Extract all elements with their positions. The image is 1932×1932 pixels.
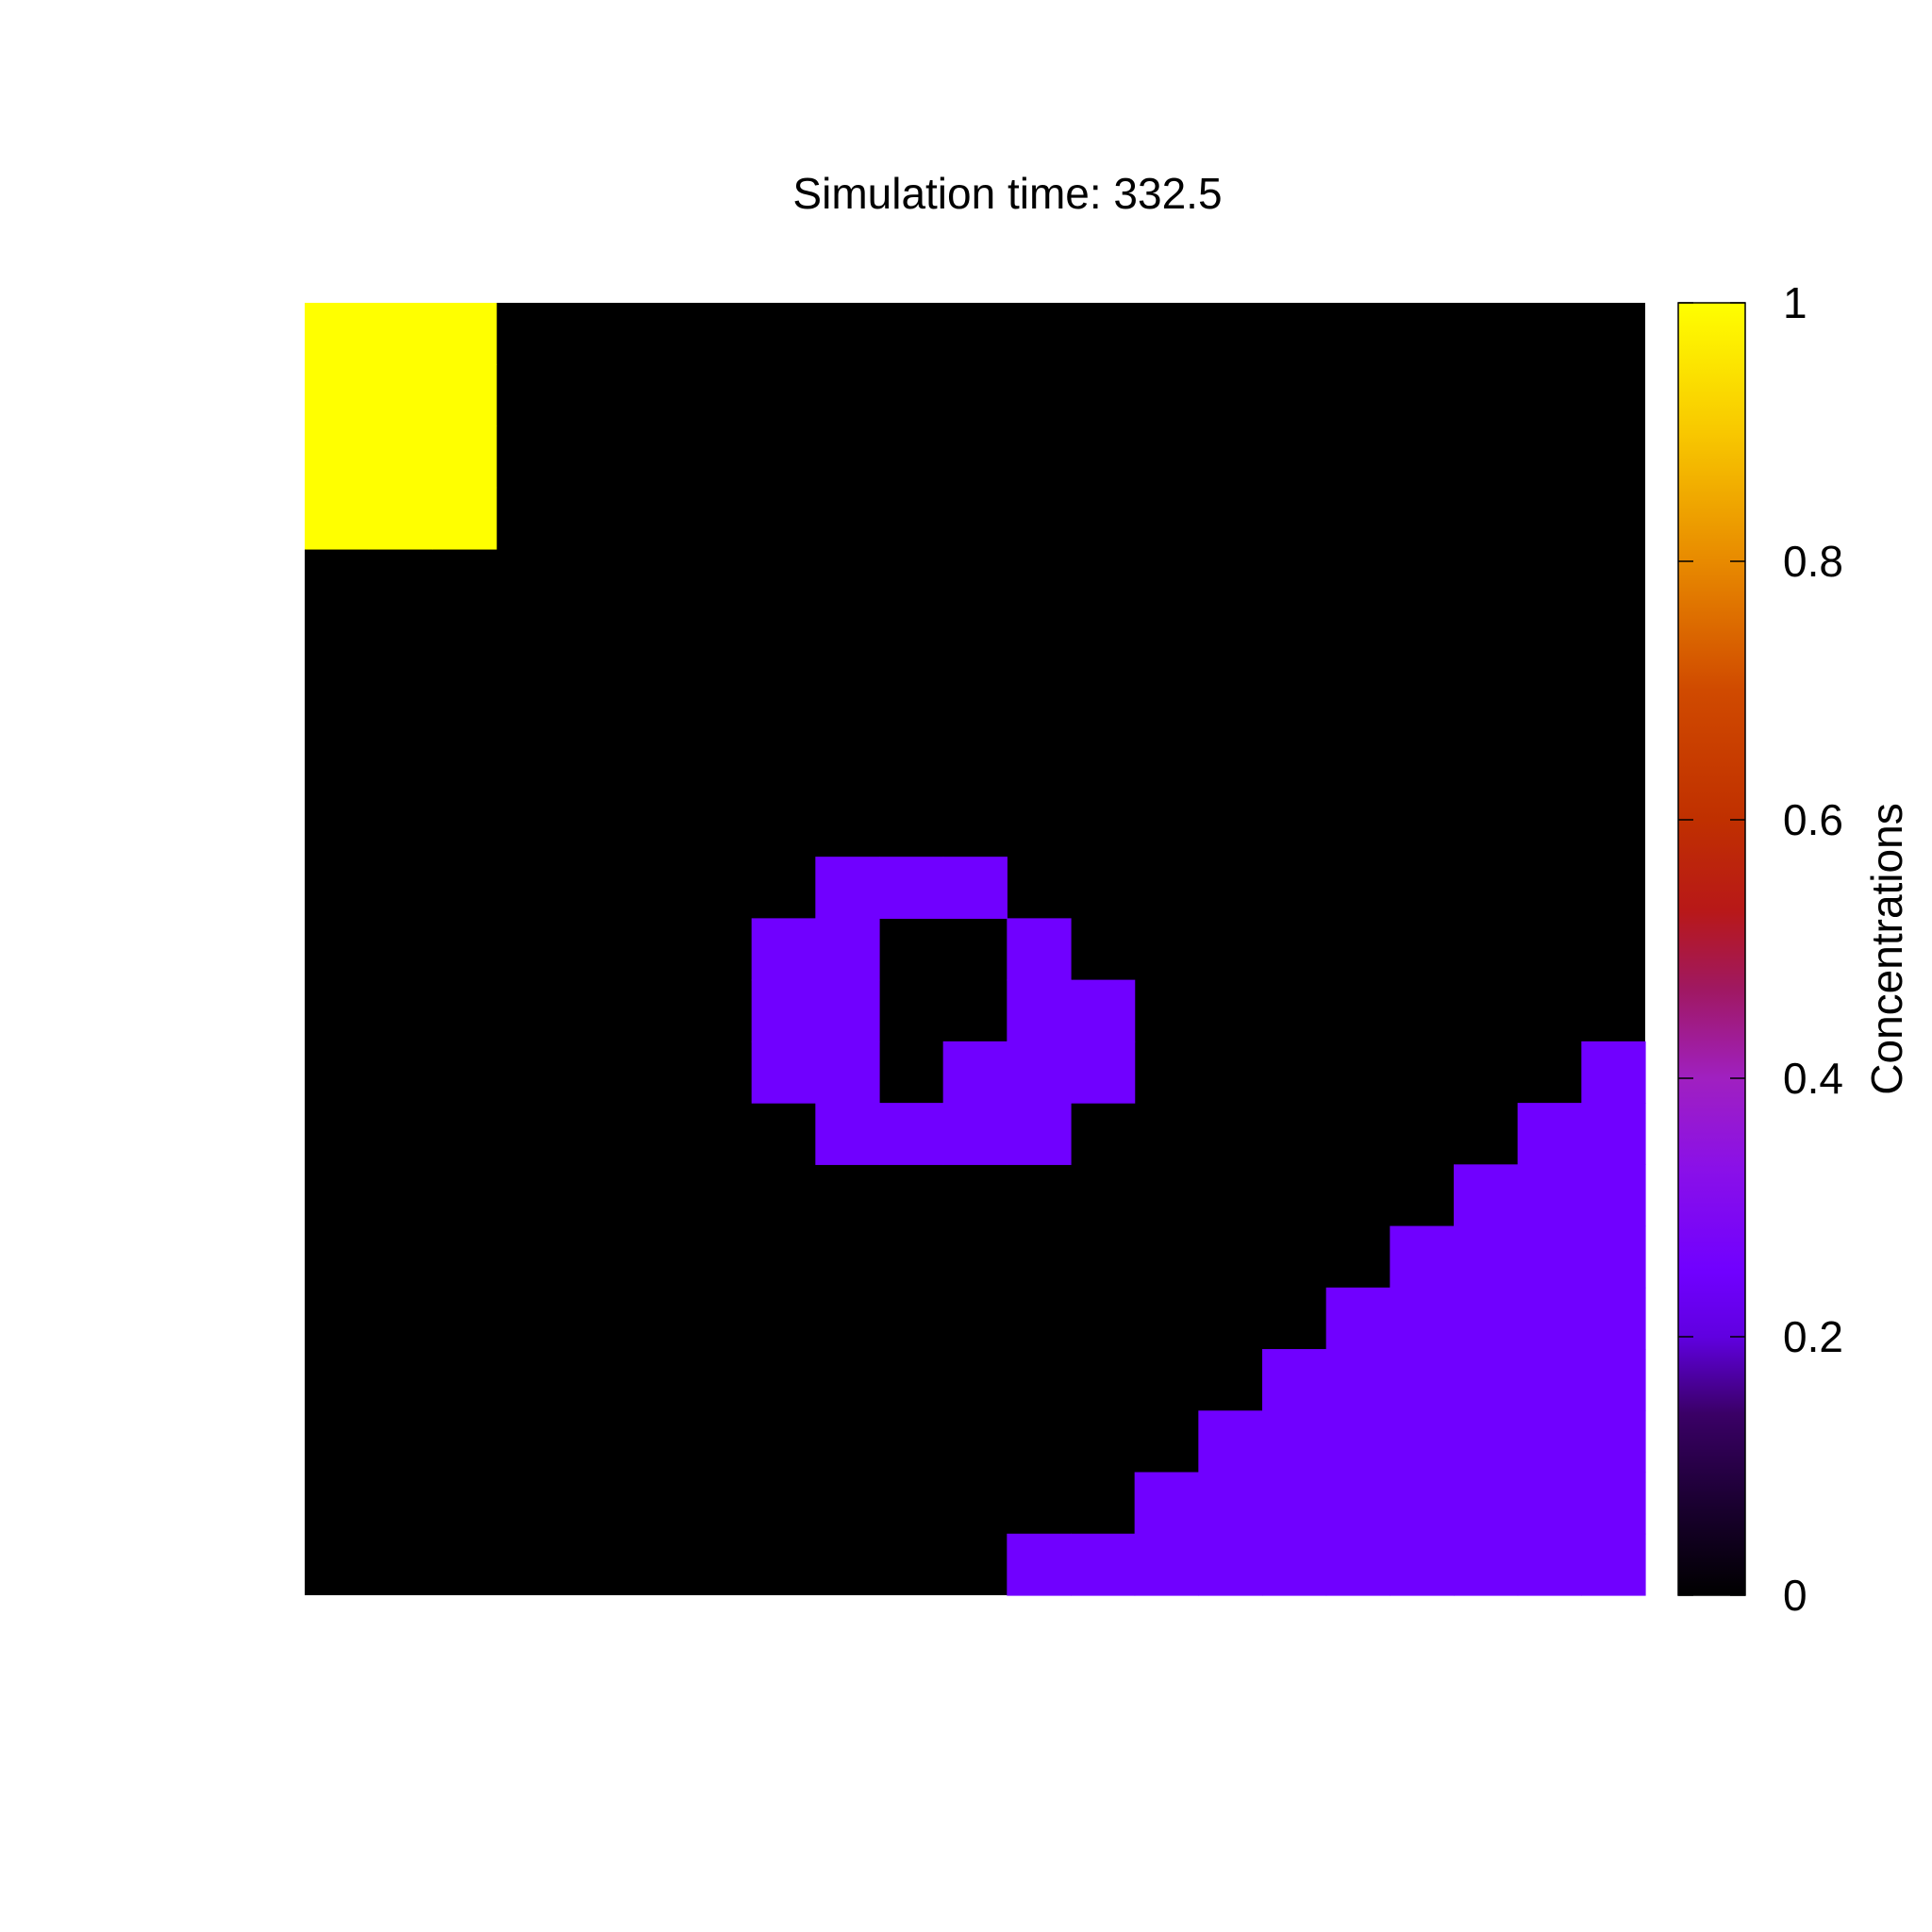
heatmap-cell-lower-right-wedge [1517, 1472, 1582, 1535]
heatmap-cell-lower-right-wedge [1581, 1103, 1646, 1165]
heatmap-cell-lower-right-wedge [1262, 1410, 1327, 1474]
heatmap-cell-lower-right-wedge [1517, 1103, 1582, 1165]
heatmap-cell-lower-right-wedge [1262, 1472, 1327, 1535]
heatmap-cell-lower-right-wedge [1581, 1225, 1646, 1289]
heatmap-cell-lower-right-wedge [1390, 1287, 1455, 1350]
heatmap-cell-yellow-block [432, 303, 497, 365]
heatmap-cells [305, 303, 1646, 1596]
heatmap-cell-lower-right-wedge [1325, 1287, 1391, 1350]
heatmap-cell-ring [1007, 1103, 1072, 1165]
heatmap-cell-lower-right-wedge [1390, 1225, 1455, 1289]
colorbar-tick-label: 0 [1783, 1571, 1807, 1620]
heatmap-cell-ring [815, 1041, 880, 1104]
heatmap-cell-lower-right-wedge [1517, 1533, 1582, 1596]
colorbar-tick-label: 0.2 [1783, 1312, 1843, 1361]
heatmap-cell-lower-right-wedge [1390, 1410, 1455, 1474]
heatmap-cell-lower-right-wedge [1390, 1349, 1455, 1411]
heatmap-cell-yellow-block [432, 364, 497, 427]
heatmap-cell-ring [942, 857, 1008, 919]
heatmap-cell-lower-right-wedge [1517, 1410, 1582, 1474]
heatmap-cell-yellow-block [368, 303, 433, 365]
heatmap-cell-ring [1007, 979, 1072, 1042]
heatmap-cell-lower-right-wedge [1325, 1349, 1391, 1411]
colorbar-tick-label: 0.6 [1783, 795, 1843, 844]
heatmap-cell-ring [815, 857, 880, 919]
colorbar-tick-label: 0.4 [1783, 1054, 1843, 1103]
heatmap-cell-lower-right-wedge [1134, 1472, 1199, 1535]
heatmap-cell-lower-right-wedge [1325, 1472, 1391, 1535]
heatmap-cell-yellow-block [368, 364, 433, 427]
heatmap-cell-lower-right-wedge [1581, 1287, 1646, 1350]
heatmap-cell-lower-right-wedge [1325, 1410, 1391, 1474]
heatmap-cell-lower-right-wedge [1581, 1041, 1646, 1104]
heatmap-cell-lower-right-wedge [1262, 1349, 1327, 1411]
heatmap-cell-ring [815, 979, 880, 1042]
heatmap-cell-lower-right-wedge [1517, 1164, 1582, 1227]
heatmap-cell-ring [942, 1041, 1008, 1104]
colorbar-tick-label: 0.8 [1783, 537, 1843, 586]
colorbar-tick-label: 1 [1783, 278, 1807, 327]
heatmap-cell-lower-right-wedge [1134, 1533, 1199, 1596]
heatmap-cell-lower-right-wedge [1454, 1349, 1519, 1411]
heatmap-cell-lower-right-wedge [1390, 1472, 1455, 1535]
heatmap-cell-lower-right-wedge [1007, 1533, 1072, 1596]
heatmap-cell-yellow-block [305, 364, 370, 427]
heatmap-plot-area [305, 303, 1646, 1596]
heatmap-cell-ring [751, 1041, 816, 1104]
heatmap-cell-lower-right-wedge [1454, 1225, 1519, 1289]
heatmap-cell-lower-right-wedge [1198, 1472, 1263, 1535]
heatmap-cell-yellow-block [305, 425, 370, 489]
heatmap-cell-lower-right-wedge [1581, 1410, 1646, 1474]
heatmap-cell-lower-right-wedge [1454, 1164, 1519, 1227]
heatmap-cell-ring [751, 979, 816, 1042]
heatmap-cell-ring [1071, 1041, 1136, 1104]
heatmap-cell-lower-right-wedge [1071, 1533, 1136, 1596]
heatmap-cell-ring [879, 857, 944, 919]
heatmap-cell-lower-right-wedge [1390, 1533, 1455, 1596]
heatmap-cell-lower-right-wedge [1581, 1472, 1646, 1535]
heatmap-cell-ring [1071, 979, 1136, 1042]
heatmap-cell-ring [815, 1103, 880, 1165]
heatmap-cell-ring [1007, 1041, 1072, 1104]
heatmap-cell-ring [942, 1103, 1008, 1165]
heatmap-cell-lower-right-wedge [1581, 1533, 1646, 1596]
heatmap-cell-yellow-block [432, 487, 497, 550]
heatmap-cell-lower-right-wedge [1454, 1533, 1519, 1596]
heatmap-cell-yellow-block [368, 487, 433, 550]
heatmap-cell-ring [879, 1103, 944, 1165]
heatmap-cell-ring [815, 918, 880, 981]
heatmap-cell-lower-right-wedge [1454, 1287, 1519, 1350]
heatmap-cell-ring [1007, 918, 1072, 981]
heatmap-cell-lower-right-wedge [1517, 1349, 1582, 1411]
heatmap-cell-ring [751, 918, 816, 981]
heatmap-cell-lower-right-wedge [1454, 1410, 1519, 1474]
heatmap-cell-lower-right-wedge [1198, 1533, 1263, 1596]
heatmap-cell-yellow-block [432, 425, 497, 489]
heatmap-cell-lower-right-wedge [1325, 1533, 1391, 1596]
heatmap-cell-lower-right-wedge [1198, 1410, 1263, 1474]
heatmap-cell-lower-right-wedge [1581, 1164, 1646, 1227]
colorbar-ticks: 0 0.2 0.4 0.6 0.8 1 [1678, 278, 1843, 1620]
heatmap-cell-lower-right-wedge [1581, 1349, 1646, 1411]
chart-title: Simulation time: 332.5 [792, 169, 1222, 218]
colorbar: 0 0.2 0.4 0.6 0.8 1 Concentrations [1677, 278, 1911, 1620]
colorbar-gradient [1677, 302, 1746, 1596]
heatmap-cell-lower-right-wedge [1262, 1533, 1327, 1596]
colorbar-label: Concentrations [1862, 803, 1911, 1094]
heatmap-cell-lower-right-wedge [1454, 1472, 1519, 1535]
heatmap-cell-lower-right-wedge [1517, 1287, 1582, 1350]
heatmap-cell-yellow-block [368, 425, 433, 489]
heatmap-cell-yellow-block [305, 487, 370, 550]
heatmap-cell-yellow-block [305, 303, 370, 365]
heatmap-cell-lower-right-wedge [1517, 1225, 1582, 1289]
